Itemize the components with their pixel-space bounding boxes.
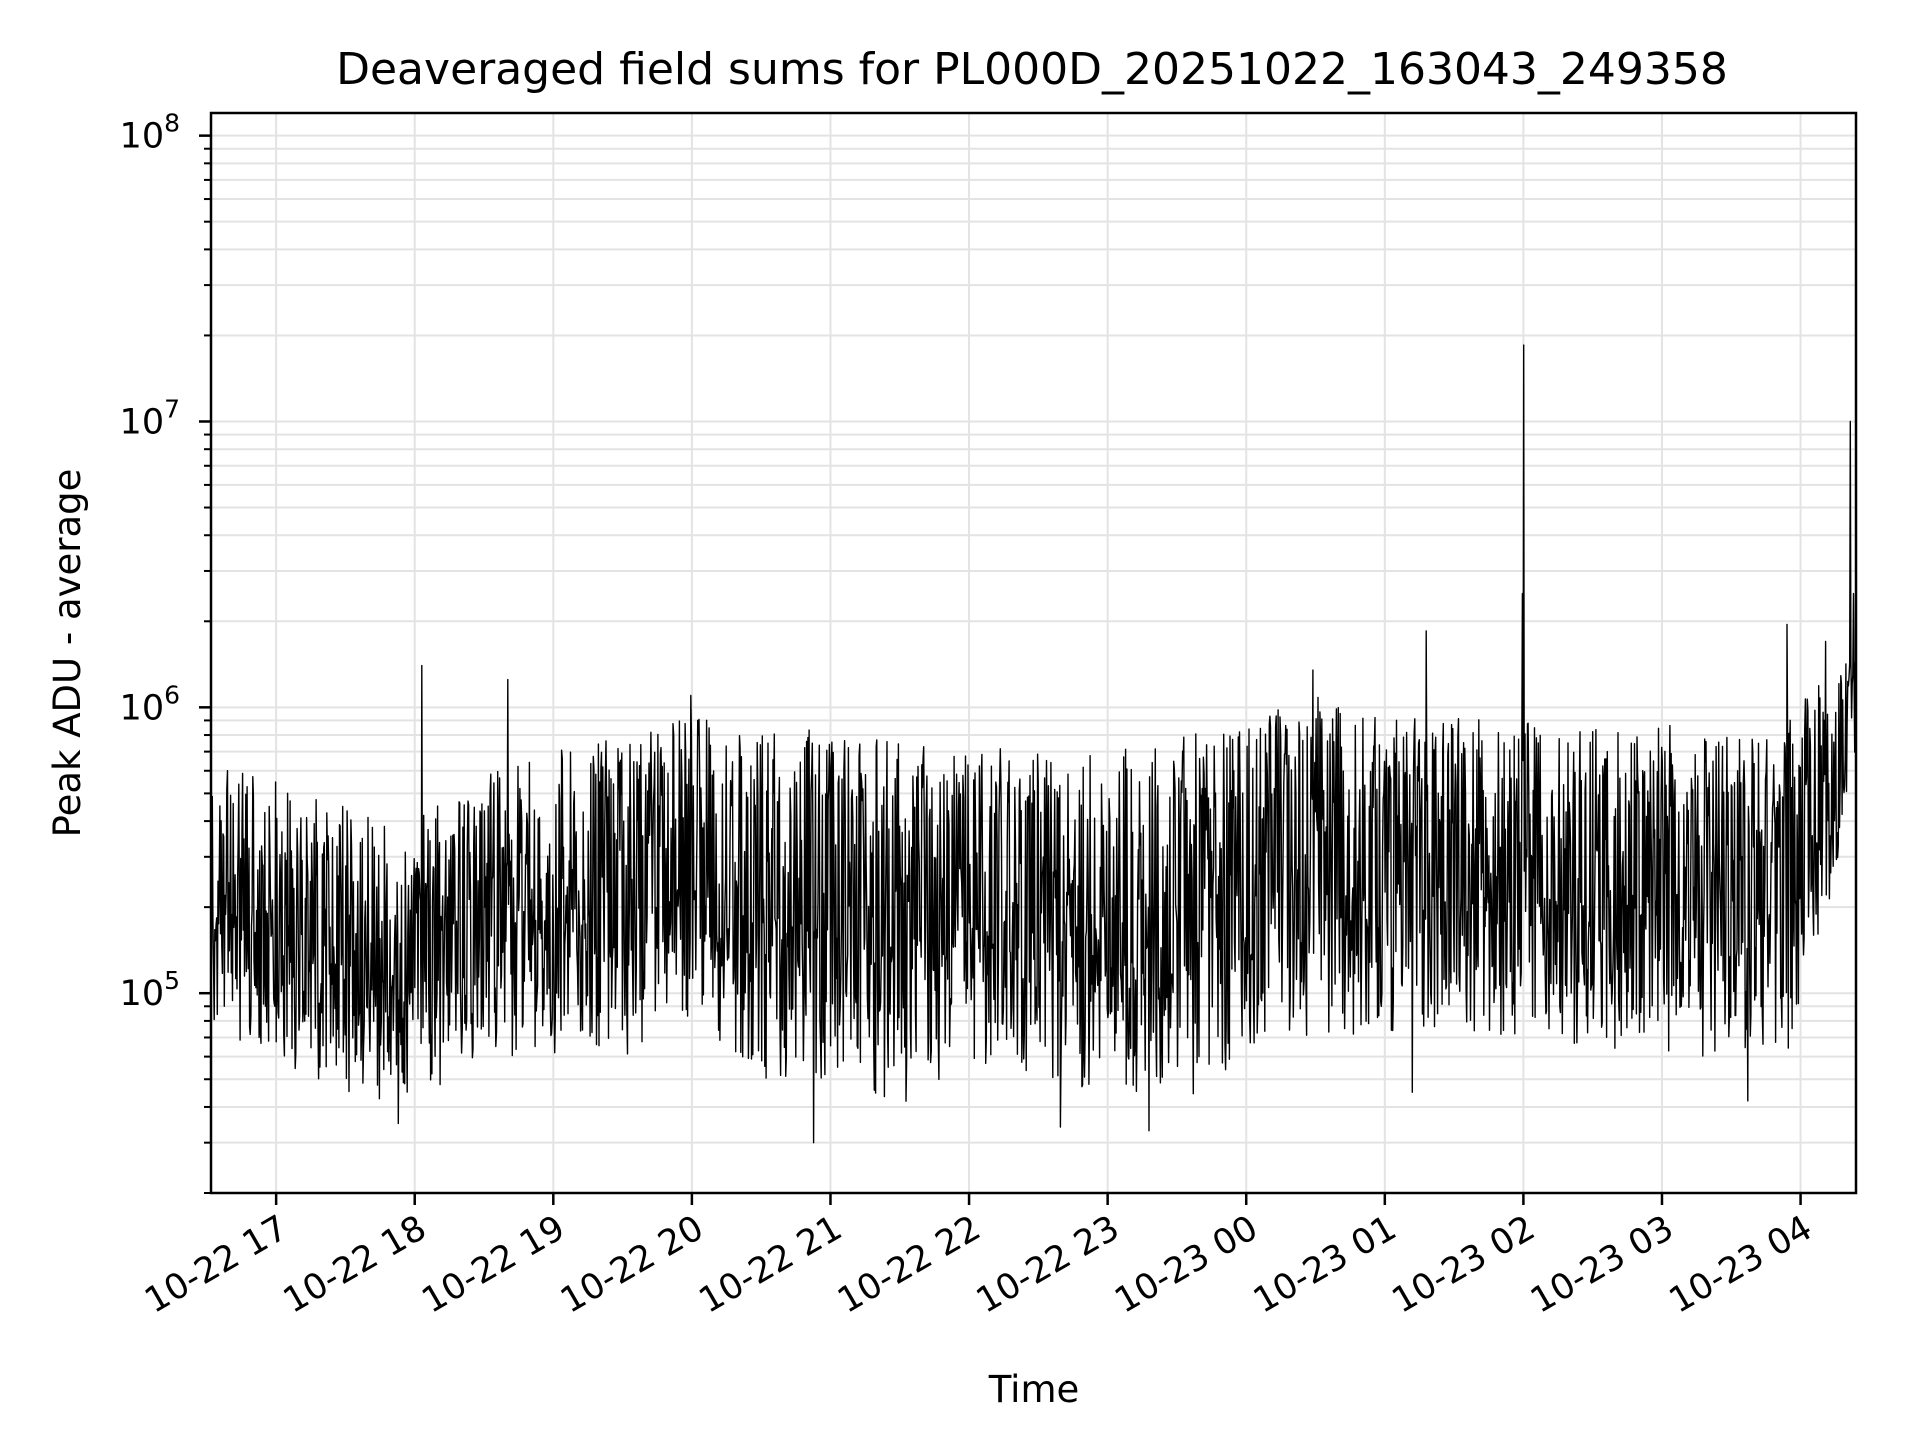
- plot-frame: [209, 111, 1858, 1195]
- y-axis-label: Peak ADU - average: [46, 469, 89, 838]
- chart-title: Deaveraged field sums for PL000D_2025102…: [336, 44, 1728, 95]
- y-tick-label: 105: [120, 966, 180, 1014]
- y-tick-label: 106: [120, 680, 180, 728]
- y-tick-label: 107: [120, 394, 180, 442]
- series-group: [210, 344, 1857, 1144]
- x-axis-label: Time: [988, 1368, 1080, 1411]
- series-line: [210, 344, 1857, 1144]
- y-tick-label: 108: [120, 109, 180, 157]
